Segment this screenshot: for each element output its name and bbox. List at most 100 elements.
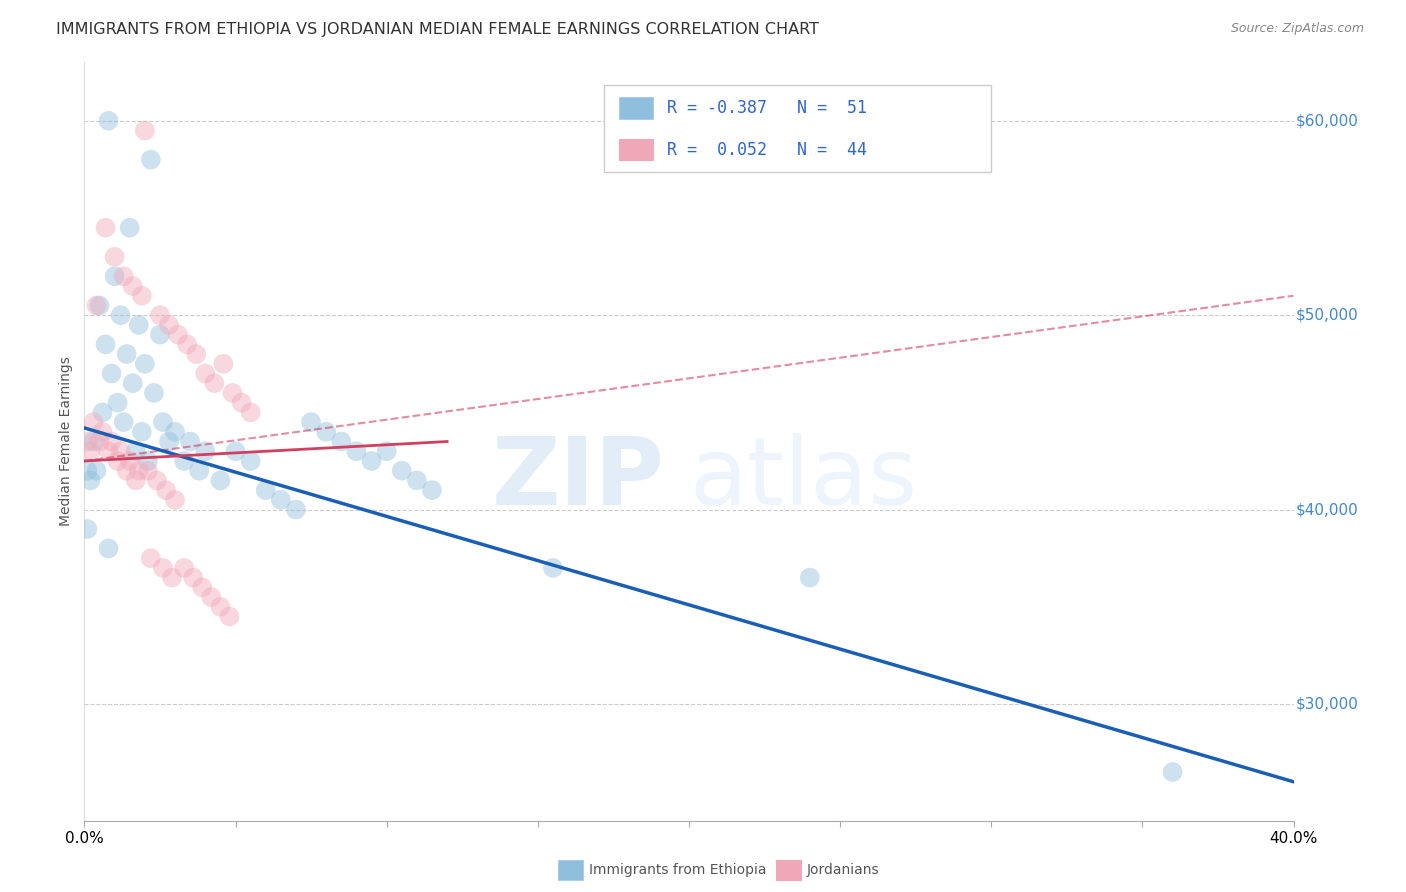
Point [239,405,262,419]
Point [173,454,195,468]
Point [100,434,122,449]
Point [142,386,165,401]
Point [97,113,120,128]
Point [115,347,138,361]
Point [239,454,262,468]
Point [1161,765,1184,780]
Point [94,337,117,351]
Point [188,464,211,478]
Point [406,474,429,488]
Point [139,551,162,566]
Point [89,298,111,312]
Point [218,609,240,624]
Text: ZIP: ZIP [492,434,665,525]
Point [225,444,247,458]
FancyBboxPatch shape [605,85,991,172]
Point [179,434,201,449]
Point [134,357,156,371]
Text: Jordanians: Jordanians [807,863,880,877]
Point [107,454,129,468]
Point [97,541,120,556]
Text: $50,000: $50,000 [1296,308,1358,323]
Point [104,269,127,284]
Point [136,454,159,468]
Point [212,357,235,371]
Point [118,454,141,468]
Point [136,464,159,478]
Point [100,367,122,381]
Point [541,561,564,575]
Point [391,464,413,478]
Point [125,444,148,458]
Point [82,434,104,449]
Point [94,220,117,235]
Point [209,599,232,614]
Point [97,444,120,458]
Point [110,308,132,322]
Point [360,454,382,468]
Text: R =  0.052   N =  44: R = 0.052 N = 44 [668,141,868,159]
Point [176,337,198,351]
Point [299,415,322,429]
Point [86,298,108,312]
Point [194,444,217,458]
Text: $40,000: $40,000 [1296,502,1358,517]
Point [799,571,821,585]
Point [200,590,222,604]
Point [91,425,114,439]
Point [76,434,98,449]
Point [107,395,129,409]
Point [82,415,104,429]
Point [115,464,138,478]
Text: $30,000: $30,000 [1296,697,1358,712]
Point [221,386,243,401]
Point [110,444,132,458]
Point [125,474,148,488]
Point [131,425,153,439]
Text: Immigrants from Ethiopia: Immigrants from Ethiopia [589,863,766,877]
Point [139,153,162,167]
Point [121,376,143,391]
Point [91,405,114,419]
Point [330,434,353,449]
Point [79,474,101,488]
Y-axis label: Median Female Earnings: Median Female Earnings [59,357,73,526]
Point [152,561,174,575]
Point [231,395,253,409]
FancyBboxPatch shape [619,139,652,161]
Point [157,318,180,332]
Point [160,571,183,585]
Point [118,220,141,235]
Point [89,434,111,449]
Point [76,464,98,478]
Point [167,327,190,342]
Point [128,464,150,478]
Text: R = -0.387   N =  51: R = -0.387 N = 51 [668,99,868,117]
Point [186,347,208,361]
Point [285,502,308,516]
FancyBboxPatch shape [619,97,652,119]
Point [202,376,225,391]
Point [165,425,187,439]
Point [131,289,153,303]
Point [134,123,156,137]
Point [194,367,217,381]
Point [79,444,101,458]
Point [375,444,398,458]
Point [157,434,180,449]
Point [104,250,127,264]
Text: atlas: atlas [689,434,917,525]
Point [173,561,195,575]
Point [191,580,214,594]
Point [128,318,150,332]
Point [181,571,204,585]
Point [149,308,172,322]
Point [149,327,172,342]
Point [112,415,135,429]
Point [152,415,174,429]
Point [76,522,98,536]
Point [270,492,292,507]
Text: IMMIGRANTS FROM ETHIOPIA VS JORDANIAN MEDIAN FEMALE EARNINGS CORRELATION CHART: IMMIGRANTS FROM ETHIOPIA VS JORDANIAN ME… [56,22,820,37]
Text: Source: ZipAtlas.com: Source: ZipAtlas.com [1230,22,1364,36]
Point [121,279,143,293]
